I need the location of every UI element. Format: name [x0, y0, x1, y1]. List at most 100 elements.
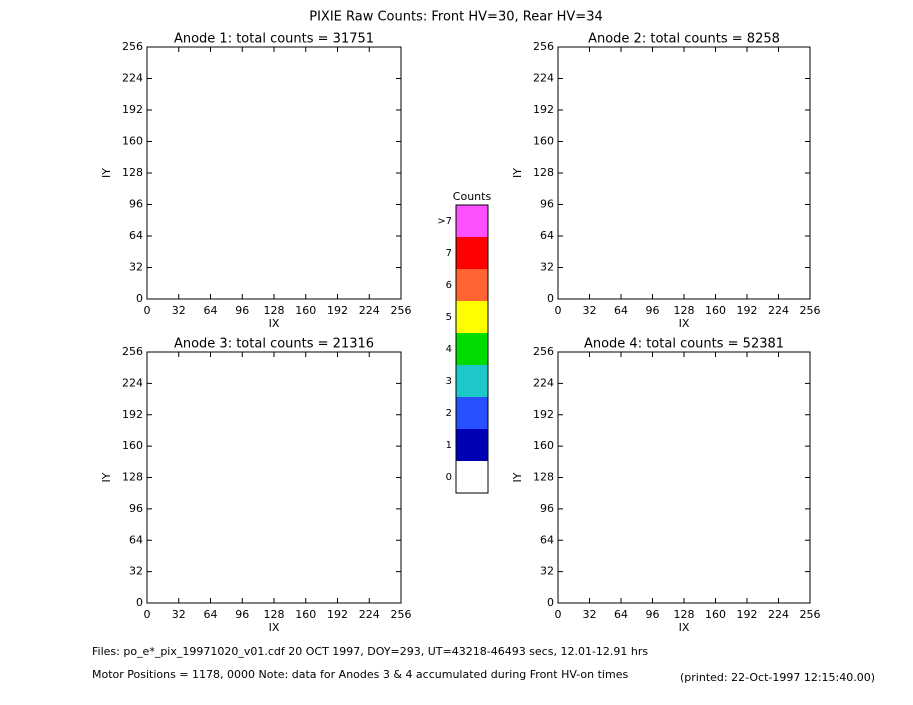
x-axis-label: IX — [679, 317, 690, 330]
y-tick-label: 64 — [540, 533, 554, 546]
plot-frame — [146, 46, 402, 300]
x-tick-label: 128 — [264, 608, 285, 621]
colorbar-title: Counts — [453, 190, 492, 203]
x-axis-label: IX — [679, 621, 690, 634]
y-tick-label: 96 — [540, 502, 554, 515]
colorbar-swatch — [456, 269, 488, 301]
x-tick-label: 64 — [614, 304, 628, 317]
colorbar-label: >7 — [437, 216, 452, 227]
y-tick-label: 128 — [122, 166, 143, 179]
x-tick-label: 224 — [768, 608, 789, 621]
x-tick-label: 64 — [614, 608, 628, 621]
y-tick-label: 0 — [136, 292, 143, 305]
x-tick-label: 96 — [646, 304, 660, 317]
colorbar-swatch — [456, 397, 488, 429]
y-tick-label: 256 — [533, 345, 554, 358]
x-tick-label: 32 — [583, 608, 597, 621]
plot-frame — [146, 351, 402, 604]
x-tick-label: 32 — [172, 304, 186, 317]
x-tick-label: 160 — [295, 304, 316, 317]
y-tick-label: 160 — [122, 135, 143, 148]
y-tick-label: 32 — [540, 565, 554, 578]
plot-frame — [557, 351, 811, 604]
colorbar-label: 2 — [446, 408, 452, 419]
x-tick-label: 192 — [737, 304, 758, 317]
panel-title: Anode 2: total counts = 8258 — [588, 32, 780, 47]
y-tick-label: 224 — [533, 376, 554, 389]
y-tick-label: 32 — [540, 261, 554, 274]
y-tick-label: 64 — [129, 533, 143, 546]
panel-title: Anode 4: total counts = 52381 — [584, 337, 784, 352]
colorbar-swatch — [456, 333, 488, 365]
y-tick-label: 224 — [533, 72, 554, 85]
y-tick-label: 32 — [129, 261, 143, 274]
x-tick-label: 256 — [391, 608, 412, 621]
x-tick-label: 0 — [144, 608, 151, 621]
y-tick-label: 160 — [122, 439, 143, 452]
y-tick-label: 192 — [533, 408, 554, 421]
y-tick-label: 192 — [533, 103, 554, 116]
x-tick-label: 128 — [674, 304, 695, 317]
y-axis-label: IY — [100, 472, 113, 482]
x-tick-label: 224 — [768, 304, 789, 317]
y-tick-label: 256 — [122, 40, 143, 53]
x-tick-label: 192 — [327, 304, 348, 317]
main-title: PIXIE Raw Counts: Front HV=30, Rear HV=3… — [309, 10, 603, 25]
y-tick-label: 224 — [122, 376, 143, 389]
y-tick-label: 160 — [533, 439, 554, 452]
x-tick-label: 128 — [674, 608, 695, 621]
y-tick-label: 0 — [136, 596, 143, 609]
x-tick-label: 160 — [705, 608, 726, 621]
x-tick-label: 0 — [555, 304, 562, 317]
y-tick-label: 96 — [540, 198, 554, 211]
colorbar-frame — [455, 204, 489, 494]
y-tick-label: 256 — [533, 40, 554, 53]
x-tick-label: 32 — [172, 608, 186, 621]
footer-files: Files: po_e*_pix_19971020_v01.cdf 20 OCT… — [92, 645, 648, 658]
colorbar-label: 5 — [446, 312, 452, 323]
y-axis-label: IY — [100, 168, 113, 178]
y-tick-label: 32 — [129, 565, 143, 578]
x-tick-label: 0 — [144, 304, 151, 317]
panel-title: Anode 1: total counts = 31751 — [174, 32, 374, 47]
colorbar-label: 3 — [446, 376, 452, 387]
colorbar-swatch — [456, 461, 488, 493]
x-tick-label: 256 — [391, 304, 412, 317]
y-tick-label: 96 — [129, 198, 143, 211]
x-tick-label: 192 — [327, 608, 348, 621]
x-tick-label: 224 — [359, 608, 380, 621]
y-tick-label: 0 — [547, 596, 554, 609]
colorbar-swatch — [456, 237, 488, 269]
y-tick-label: 224 — [122, 72, 143, 85]
colorbar-swatch — [456, 365, 488, 397]
colorbar-label: 4 — [446, 344, 452, 355]
x-tick-label: 160 — [295, 608, 316, 621]
y-axis-label: IY — [511, 472, 524, 482]
y-tick-label: 128 — [533, 471, 554, 484]
x-tick-label: 160 — [705, 304, 726, 317]
x-tick-label: 224 — [359, 304, 380, 317]
footer-printed: (printed: 22-Oct-1997 12:15:40.00) — [680, 671, 875, 684]
x-tick-label: 64 — [204, 608, 218, 621]
footer-motor: Motor Positions = 1178, 0000 Note: data … — [92, 668, 628, 681]
y-tick-label: 64 — [540, 229, 554, 242]
y-tick-label: 256 — [122, 345, 143, 358]
y-tick-label: 192 — [122, 103, 143, 116]
colorbar-swatch — [456, 205, 488, 237]
colorbar-label: 7 — [446, 248, 452, 259]
x-axis-label: IX — [269, 317, 280, 330]
y-tick-label: 128 — [122, 471, 143, 484]
x-tick-label: 256 — [800, 304, 821, 317]
x-tick-label: 96 — [646, 608, 660, 621]
plot-frame — [557, 46, 811, 300]
y-tick-label: 64 — [129, 229, 143, 242]
x-tick-label: 256 — [800, 608, 821, 621]
y-tick-label: 96 — [129, 502, 143, 515]
colorbar-label: 1 — [446, 440, 452, 451]
colorbar-swatch — [456, 301, 488, 333]
colorbar-swatch — [456, 429, 488, 461]
y-tick-label: 160 — [533, 135, 554, 148]
y-tick-label: 0 — [547, 292, 554, 305]
x-tick-label: 128 — [264, 304, 285, 317]
